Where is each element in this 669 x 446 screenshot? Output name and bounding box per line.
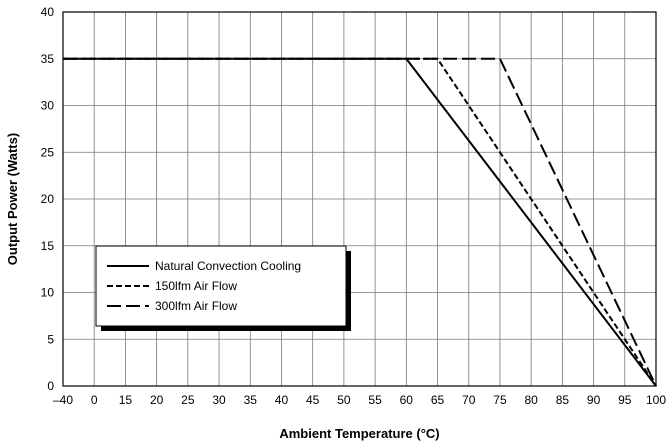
y-tick-label: 40 <box>41 5 55 19</box>
x-tick-labels: –40 0 15 20 25 30 35 40 45 50 55 60 65 70 75 80 85 90 95 10… <box>53 393 666 407</box>
plot-frame <box>62 11 657 387</box>
y-tick-label: 10 <box>41 286 55 300</box>
legend: Natural Convection Cooling 150lfm Air Flo… <box>95 245 351 331</box>
x-tick-label: 15 <box>119 393 133 407</box>
y-tick-label: 5 <box>47 332 54 346</box>
y-tick-label: 25 <box>41 145 55 159</box>
x-tick-label: 50 <box>337 393 351 407</box>
y-tick-label: 0 <box>47 379 54 393</box>
x-tick-label: 60 <box>400 393 414 407</box>
y-tick-labels: 0 5 10 15 20 25 30 35 40 <box>41 5 55 393</box>
x-tick-label: 65 <box>431 393 445 407</box>
plot-series <box>63 57 657 387</box>
legend-label: 300lfm Air Flow <box>155 299 237 313</box>
series-line-1 <box>63 57 657 387</box>
x-tick-label: 45 <box>306 393 320 407</box>
legend-items: Natural Convection Cooling 150lfm Air Flo… <box>107 259 301 313</box>
y-axis-title: Output Power (Watts) <box>5 133 20 265</box>
y-tick-label: 15 <box>41 239 55 253</box>
x-tick-label: 75 <box>493 393 507 407</box>
x-tick-label: 70 <box>462 393 476 407</box>
series-line-3 <box>63 57 657 387</box>
x-axis-title: Ambient Temperature (°C) <box>279 426 439 441</box>
x-tick-label: 100 <box>646 393 666 407</box>
x-tick-label: 90 <box>587 393 601 407</box>
x-tick-label: –40 <box>53 393 73 407</box>
x-tick-label: 80 <box>524 393 538 407</box>
x-tick-label: 40 <box>275 393 289 407</box>
legend-label: Natural Convection Cooling <box>155 259 301 273</box>
x-tick-label: 95 <box>618 393 632 407</box>
y-tick-label: 20 <box>41 192 55 206</box>
x-tick-label: 20 <box>150 393 164 407</box>
y-tick-label: 35 <box>41 52 55 66</box>
x-tick-label: 55 <box>368 393 382 407</box>
x-tick-label: 25 <box>181 393 195 407</box>
x-tick-label: 35 <box>244 393 258 407</box>
legend-label: 150lfm Air Flow <box>155 279 237 293</box>
x-tick-label: 85 <box>556 393 570 407</box>
series-line-2 <box>63 57 657 387</box>
x-tick-label: 30 <box>212 393 226 407</box>
y-tick-label: 30 <box>41 99 55 113</box>
x-tick-label: 0 <box>91 393 98 407</box>
